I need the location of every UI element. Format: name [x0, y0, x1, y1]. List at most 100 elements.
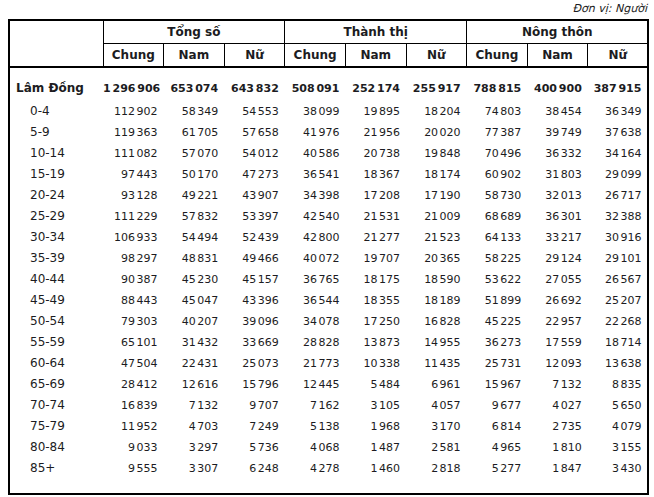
value-cell: 13 873	[345, 332, 406, 353]
value-cell: 12 616	[164, 374, 225, 395]
value-cell: 18 367	[345, 164, 406, 185]
table-row: 20-2493 12849 22143 90734 39817 20817 19…	[9, 185, 648, 206]
value-cell: 49 466	[224, 248, 285, 269]
sub-header-rural-male: Nam	[527, 44, 588, 68]
value-cell: 18 175	[345, 269, 406, 290]
value-cell: 36 349	[588, 101, 649, 122]
value-cell: 64 133	[467, 227, 528, 248]
value-cell: 21 009	[406, 206, 467, 227]
value-cell: 20 020	[406, 122, 467, 143]
value-cell: 4 965	[467, 437, 528, 458]
value-cell: 45 157	[224, 269, 285, 290]
row-label: 45-49	[9, 290, 103, 311]
value-cell: 387 915	[588, 67, 649, 101]
value-cell: 21 523	[406, 227, 467, 248]
value-cell: 3 297	[164, 437, 225, 458]
value-cell: 22 431	[164, 353, 225, 374]
table-row: 40-4490 38745 23045 15736 76518 17518 59…	[9, 269, 648, 290]
sub-header-total-male: Nam	[164, 44, 225, 68]
table-row: 75-7911 9524 7037 2495 1381 9683 1706 81…	[9, 416, 648, 437]
value-cell: 1 810	[527, 437, 588, 458]
value-cell: 788 815	[467, 67, 528, 101]
value-cell: 36 273	[467, 332, 528, 353]
value-cell: 42 800	[285, 227, 346, 248]
value-cell: 7 249	[224, 416, 285, 437]
value-cell: 36 301	[527, 206, 588, 227]
value-cell: 7 132	[164, 395, 225, 416]
value-cell: 41 976	[285, 122, 346, 143]
table-row: 5-9119 36361 70557 65841 97621 95620 020…	[9, 122, 648, 143]
value-cell: 53 622	[467, 269, 528, 290]
row-label: 40-44	[9, 269, 103, 290]
value-cell: 28 828	[285, 332, 346, 353]
value-cell: 29 124	[527, 248, 588, 269]
stub-header-cell	[9, 20, 103, 67]
value-cell: 37 638	[588, 122, 649, 143]
value-cell: 45 230	[164, 269, 225, 290]
value-cell: 20 365	[406, 248, 467, 269]
value-cell: 42 540	[285, 206, 346, 227]
value-cell: 22 268	[588, 311, 649, 332]
value-cell: 19 707	[345, 248, 406, 269]
value-cell: 111 229	[103, 206, 164, 227]
value-cell: 3 155	[588, 437, 649, 458]
value-cell: 88 443	[103, 290, 164, 311]
col-group-urban: Thành thị	[285, 20, 467, 44]
value-cell: 8 835	[588, 374, 649, 395]
row-label: 25-29	[9, 206, 103, 227]
value-cell: 65 101	[103, 332, 164, 353]
table-row: 45-4988 44345 04743 39636 54418 35518 18…	[9, 290, 648, 311]
sub-header-total-female: Nữ	[224, 44, 285, 68]
value-cell: 57 070	[164, 143, 225, 164]
value-cell: 31 803	[527, 164, 588, 185]
row-label: 75-79	[9, 416, 103, 437]
population-table: Tổng số Thành thị Nông thôn Chung Nam Nữ…	[8, 19, 649, 495]
value-cell: 6 961	[406, 374, 467, 395]
value-cell: 34 164	[588, 143, 649, 164]
value-cell: 27 055	[527, 269, 588, 290]
value-cell: 508 091	[285, 67, 346, 101]
table-row: 70-7416 8397 1329 7077 1623 1054 0579 67…	[9, 395, 648, 416]
value-cell: 19 848	[406, 143, 467, 164]
value-cell: 39 096	[224, 311, 285, 332]
value-cell: 1 487	[345, 437, 406, 458]
table-row-total: Lâm Đồng1 296 906653 074643 832508 09125…	[9, 67, 648, 101]
value-cell: 33 217	[527, 227, 588, 248]
value-cell: 34 078	[285, 311, 346, 332]
col-group-rural: Nông thôn	[467, 20, 649, 44]
row-label: 30-34	[9, 227, 103, 248]
value-cell: 11 952	[103, 416, 164, 437]
value-cell: 49 221	[164, 185, 225, 206]
value-cell: 47 273	[224, 164, 285, 185]
table-row: 50-5479 30340 20739 09634 07817 25016 82…	[9, 311, 648, 332]
col-group-total: Tổng số	[103, 20, 285, 44]
value-cell: 70 496	[467, 143, 528, 164]
value-cell: 31 432	[164, 332, 225, 353]
sub-header-urban-overall: Chung	[285, 44, 346, 68]
group-header-row: Tổng số Thành thị Nông thôn	[9, 20, 648, 44]
value-cell: 21 277	[345, 227, 406, 248]
value-cell: 22 957	[527, 311, 588, 332]
value-cell: 40 207	[164, 311, 225, 332]
sub-header-total-overall: Chung	[103, 44, 164, 68]
value-cell: 5 650	[588, 395, 649, 416]
value-cell: 29 101	[588, 248, 649, 269]
value-cell: 52 439	[224, 227, 285, 248]
value-cell: 5 277	[467, 458, 528, 494]
value-cell: 21 956	[345, 122, 406, 143]
value-cell: 4 027	[527, 395, 588, 416]
row-label: Lâm Đồng	[9, 67, 103, 101]
value-cell: 16 839	[103, 395, 164, 416]
value-cell: 26 692	[527, 290, 588, 311]
row-label: 20-24	[9, 185, 103, 206]
value-cell: 16 828	[406, 311, 467, 332]
value-cell: 119 363	[103, 122, 164, 143]
table-row: 55-5965 10131 43233 66928 82813 87314 95…	[9, 332, 648, 353]
value-cell: 74 803	[467, 101, 528, 122]
value-cell: 17 190	[406, 185, 467, 206]
value-cell: 252 174	[345, 67, 406, 101]
value-cell: 112 902	[103, 101, 164, 122]
value-cell: 25 731	[467, 353, 528, 374]
value-cell: 13 638	[588, 353, 649, 374]
row-label: 85+	[9, 458, 103, 494]
